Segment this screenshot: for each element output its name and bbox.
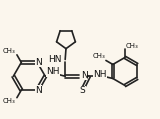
Text: CH₃: CH₃ [3, 48, 16, 54]
Text: NH: NH [94, 70, 107, 79]
Text: NH: NH [46, 67, 60, 76]
Text: CH₃: CH₃ [126, 43, 139, 49]
Text: CH₃: CH₃ [92, 53, 105, 59]
Text: CH₃: CH₃ [3, 98, 16, 104]
Text: N: N [81, 71, 87, 80]
Text: N: N [35, 58, 42, 67]
Text: N: N [35, 86, 42, 95]
Text: HN: HN [48, 55, 61, 64]
Text: S: S [80, 86, 86, 95]
